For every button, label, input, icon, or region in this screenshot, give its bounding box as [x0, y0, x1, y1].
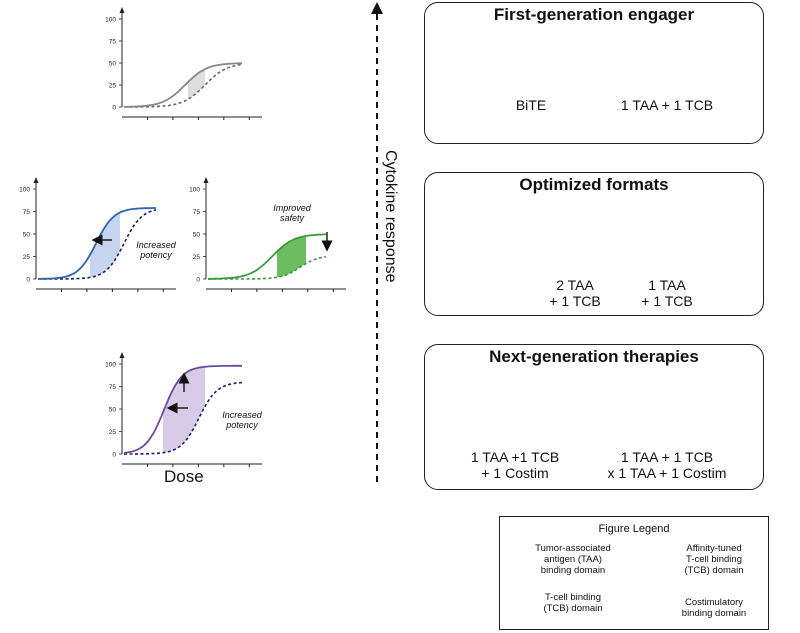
chart-top-tick-label: 50: [109, 61, 117, 68]
chart-top-tick-label: 100: [105, 17, 116, 24]
chart-mid-left-tick-label: 75: [23, 209, 31, 216]
chart-top-y-arrow: [119, 7, 125, 13]
annotation-increased-potency-2: Increased potency: [222, 410, 262, 430]
next-right-line1: 1 TAA + 1 TCB: [620, 449, 714, 465]
chart-mid-right-tick-label: 100: [189, 187, 200, 194]
next-left-line1: 1 TAA +1 TCB: [470, 449, 560, 465]
chart-mid-left-tick-label: 25: [23, 254, 31, 261]
legend-tcb-text: T-cell binding (TCB) domain: [543, 592, 603, 614]
optimized-formats-title: Optimized formats: [519, 175, 669, 194]
chart-top-tick-label: 75: [109, 39, 117, 46]
chart-bottom-tick-label: 50: [109, 407, 117, 414]
optimized-left-line2: + 1 TCB: [549, 293, 601, 309]
chart-bottom-tick-label: 100: [105, 362, 116, 369]
next-left-line2: + 1 Costim: [481, 465, 549, 481]
annotation-improved-safety: Improved safety: [273, 203, 311, 223]
dose-axis-label: Dose: [164, 467, 204, 486]
next-left-label: 1 TAA +1 TCB + 1 Costim: [450, 449, 580, 481]
chart-mid-right-shaded-region: [277, 236, 306, 278]
chart-mid-right: 100 75 50 25 0: [189, 177, 346, 292]
chart-bottom-y-arrow: [119, 352, 125, 358]
optimized-right-line1: 1 TAA: [648, 277, 686, 293]
figure-legend: Figure Legend Tumor-associated antigen (…: [499, 516, 769, 630]
next-generation-box: Next-generation therapies 1 TAA +1 TCB +…: [424, 344, 764, 490]
chart-bottom-tick-label: 25: [109, 429, 117, 436]
chart-bottom-tick-label: 0: [112, 452, 116, 459]
dose-response-charts: 100 75 50 25 0 100 75 50 25 0 100 75 50 25 0 100 75 50 25 0: [19, 7, 346, 467]
chart-mid-left-tick-label: 0: [26, 277, 30, 284]
chart-mid-left-tick-label: 100: [19, 187, 30, 194]
chart-mid-left-reference-curve: [38, 209, 157, 280]
chart-bottom: 100 75 50 25 0: [105, 352, 262, 467]
optimized-right-label: 1 TAA + 1 TCB: [622, 277, 712, 309]
annotation-increased-potency-1: Increased potency: [136, 240, 176, 260]
legend-affinity-text: Affinity-tuned T-cell binding (TCB) doma…: [684, 543, 744, 576]
chart-top: 100 75 50 25 0: [105, 7, 262, 120]
cytokine-arrow: [371, 2, 383, 482]
legend-taa-text: Tumor-associated antigen (TAA) binding d…: [535, 543, 611, 576]
chart-mid-right-tick-label: 0: [196, 277, 200, 284]
first-gen-format-label: 1 TAA + 1 TCB: [620, 97, 714, 113]
chart-top-tick-label: 25: [109, 83, 117, 90]
cytokine-axis-arrowhead: [371, 2, 383, 14]
chart-bottom-reference-curve: [124, 381, 243, 455]
legend-costim-text: Costimulatory binding domain: [681, 597, 747, 619]
optimized-left-line1: 2 TAA: [556, 277, 594, 293]
chart-mid-left: 100 75 50 25 0: [19, 177, 176, 292]
next-right-label: 1 TAA + 1 TCB x 1 TAA + 1 Costim: [587, 449, 747, 481]
chart-top-tick-label: 0: [112, 105, 116, 112]
first-generation-box: First-generation engager BiTE 1 TAA + 1 …: [424, 2, 764, 144]
legend-title: Figure Legend: [598, 523, 670, 535]
chart-top-reference-curve: [124, 63, 243, 108]
chart-bottom-tick-label: 75: [109, 384, 117, 391]
chart-mid-right-y-arrow: [203, 177, 209, 183]
chart-mid-right-reference-curve: [208, 256, 327, 280]
optimized-right-line2: + 1 TCB: [641, 293, 693, 309]
next-generation-title: Next-generation therapies: [489, 347, 699, 366]
chart-mid-left-shaded-region: [90, 212, 120, 278]
chart-mid-right-tick-label: 75: [193, 209, 201, 216]
chart-bottom-shaded-region: [163, 366, 205, 453]
optimized-left-label: 2 TAA + 1 TCB: [530, 277, 620, 309]
chart-top-main-curve: [124, 62, 243, 108]
chart-mid-right-tick-label: 50: [193, 232, 201, 239]
next-right-line2: x 1 TAA + 1 Costim: [607, 465, 727, 481]
chart-mid-left-y-arrow: [33, 177, 39, 183]
chart-top-shaded-region: [188, 69, 205, 100]
first-generation-title: First-generation engager: [493, 5, 695, 24]
bite-label: BiTE: [515, 97, 547, 113]
chart-mid-left-tick-label: 50: [23, 232, 31, 239]
chart-mid-right-main-curve: [207, 233, 327, 280]
chart-mid-right-tick-label: 25: [193, 254, 201, 261]
optimized-formats-box: Optimized formats 2 TAA + 1 TCB 1 TAA + …: [424, 172, 764, 316]
cytokine-response-label: Cytokine response: [382, 150, 399, 283]
